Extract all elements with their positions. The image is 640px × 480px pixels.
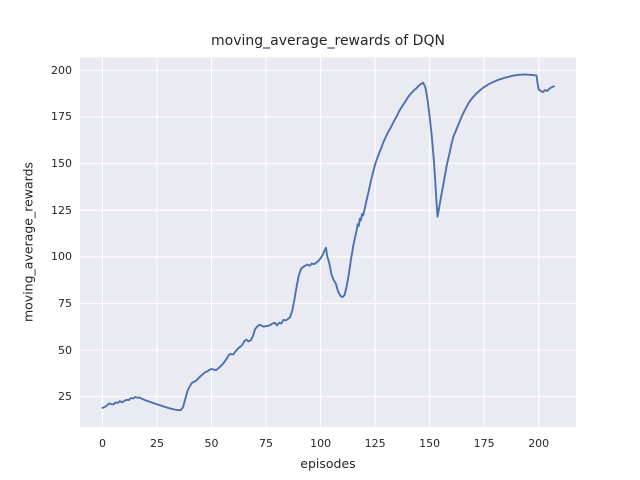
y-tick-label: 125 [51,203,72,217]
x-tick-label: 50 [204,437,219,450]
x-axis-label: episodes [300,456,356,471]
y-tick-label: 75 [58,296,72,310]
x-tick-label: 25 [149,437,164,450]
x-tick-label: 200 [528,437,550,450]
y-tick-label: 100 [51,250,72,264]
reward-curve [101,73,555,412]
plot-area [80,57,576,427]
x-tick-label: 100 [310,437,332,450]
x-tick-label: 150 [419,437,441,450]
y-tick-label: 175 [51,110,72,124]
chart-title: moving_average_rewards of DQN [211,33,445,49]
y-tick-label: 50 [58,343,72,357]
y-tick-label: 25 [58,390,72,404]
x-tick-label: 75 [259,437,274,450]
x-tick-label: 0 [98,437,106,450]
y-tick-label: 150 [51,157,72,171]
x-tick-label: 125 [364,437,386,450]
x-tick-label: 175 [473,437,495,450]
y-tick-label: 200 [51,63,72,77]
